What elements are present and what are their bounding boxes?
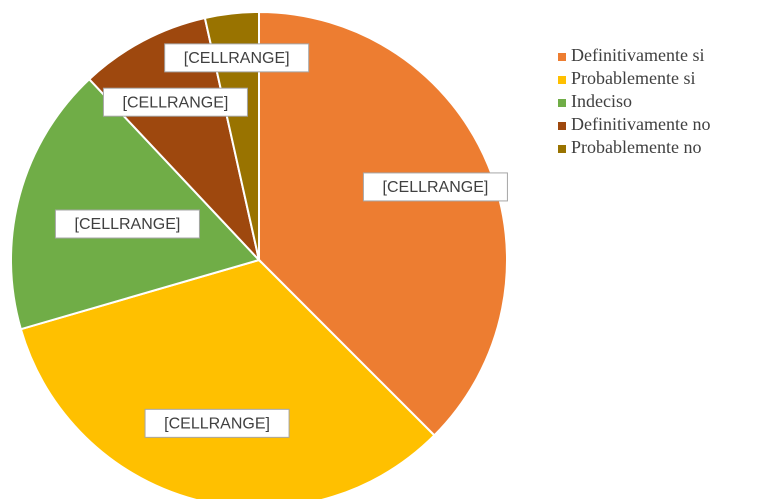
legend-label: Probablemente no xyxy=(571,137,701,157)
pie-slice xyxy=(258,10,508,437)
legend-label: Probablemente si xyxy=(571,68,695,88)
legend-swatch xyxy=(558,145,566,153)
data-label-box xyxy=(144,408,290,438)
pie-slice xyxy=(87,16,261,264)
legend-swatch xyxy=(558,122,566,130)
data-label-text: [CELLRANGE] xyxy=(164,416,270,433)
legend-label: Indeciso xyxy=(571,91,632,111)
legend-swatch xyxy=(558,53,566,61)
legend-swatch xyxy=(558,99,566,107)
data-label-box xyxy=(102,87,248,117)
data-label: [CELLRANGE] xyxy=(144,408,290,438)
pie-slice xyxy=(10,77,261,331)
data-label-box xyxy=(164,43,310,73)
legend-label: Definitivamente si xyxy=(571,45,704,65)
data-label: [CELLRANGE] xyxy=(164,43,310,73)
data-label-box xyxy=(54,209,200,239)
data-label: [CELLRANGE] xyxy=(54,209,200,239)
data-label-text: [CELLRANGE] xyxy=(123,94,229,111)
data-label: [CELLRANGE] xyxy=(102,87,248,117)
data-label-box xyxy=(362,172,508,202)
data-label-text: [CELLRANGE] xyxy=(75,216,181,233)
pie-slice xyxy=(19,258,436,499)
data-label: [CELLRANGE] xyxy=(362,172,508,202)
legend-label: Definitivamente no xyxy=(571,114,710,134)
pie-slice xyxy=(203,10,260,261)
legend-swatch xyxy=(558,76,566,84)
data-label-text: [CELLRANGE] xyxy=(184,50,290,67)
data-label-text: [CELLRANGE] xyxy=(383,179,489,196)
